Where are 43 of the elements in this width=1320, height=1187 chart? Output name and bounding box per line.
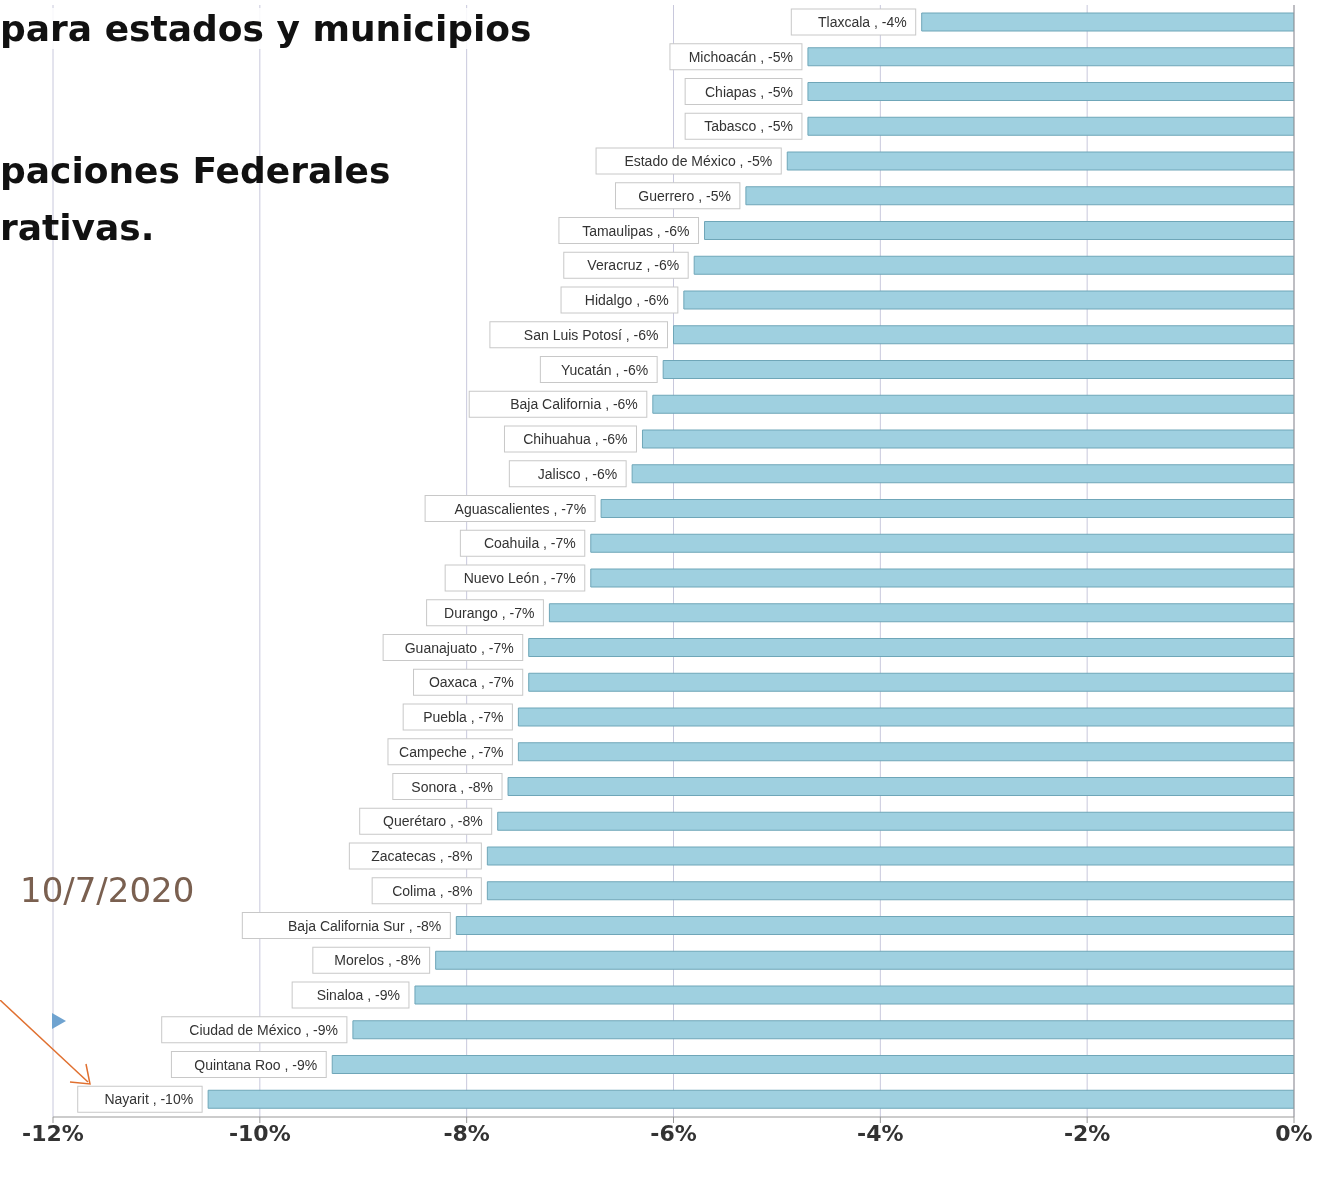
category-label: Hidalgo , -6% [584,292,669,308]
x-tick-label: -8% [443,1120,490,1146]
category-label: Ciudad de México , -9% [189,1021,338,1038]
chart-title: para estados y municipios [0,8,532,49]
category-label: Veracruz , -6% [587,257,680,274]
x-tick-label: -2% [1063,1120,1111,1146]
x-tick-label: -4% [857,1120,904,1146]
category-label: Guerrero , -5% [638,187,731,204]
category-label: Yucatán , -6% [560,361,649,378]
category-label: Zacatecas , -8% [371,848,473,864]
category-label: Durango , -7% [444,604,535,621]
category-label: Morelos , -8% [334,952,421,969]
category-label: Coahuila , -7% [483,535,576,552]
category-label: Querétaro , -8% [383,813,483,830]
x-tick-label: -6% [650,1120,697,1146]
category-label: Oaxaca , -7% [428,674,514,691]
category-label: Guanajuato , -7% [404,639,514,656]
category-label: Baja California Sur , -8% [288,917,442,934]
category-label: San Luis Potosí , -6% [523,326,659,343]
category-label: Chihuahua , -6% [523,431,628,447]
category-label: Nuevo León , -7% [463,570,576,586]
category-label: Colima , -8% [392,882,473,899]
annotation: rativas. [0,207,155,248]
category-label: Michoacán , -5% [688,48,793,65]
category-label: Estado de México , -5% [624,153,773,169]
category-label: Chiapas , -5% [705,83,793,100]
category-label: Baja California , -6% [510,396,638,413]
category-label: Tlaxcala , -4% [818,14,907,30]
category-label: Sonora , -8% [411,778,494,795]
category-label: Aguascalientes , -7% [454,500,587,517]
category-label: Campeche , -7% [399,743,504,760]
category-label: Jalisco , -6% [537,465,618,482]
category-label: Nayarit , -10% [104,1091,194,1108]
x-tick-label: -10% [228,1120,291,1146]
x-tick-label: 0% [1275,1120,1313,1146]
x-tick-label: -12% [22,1120,84,1146]
category-label: Tamaulipas , -6% [582,222,690,239]
category-label: Quintana Roo , -9% [194,1056,318,1073]
category-label: Puebla , -7% [423,709,504,725]
annotation: paciones Federales [0,150,391,191]
category-label: Sinaloa , -9% [316,987,400,1003]
category-label: Tabasco , -5% [704,118,793,135]
annotation: 10/7/2020 [20,870,195,910]
